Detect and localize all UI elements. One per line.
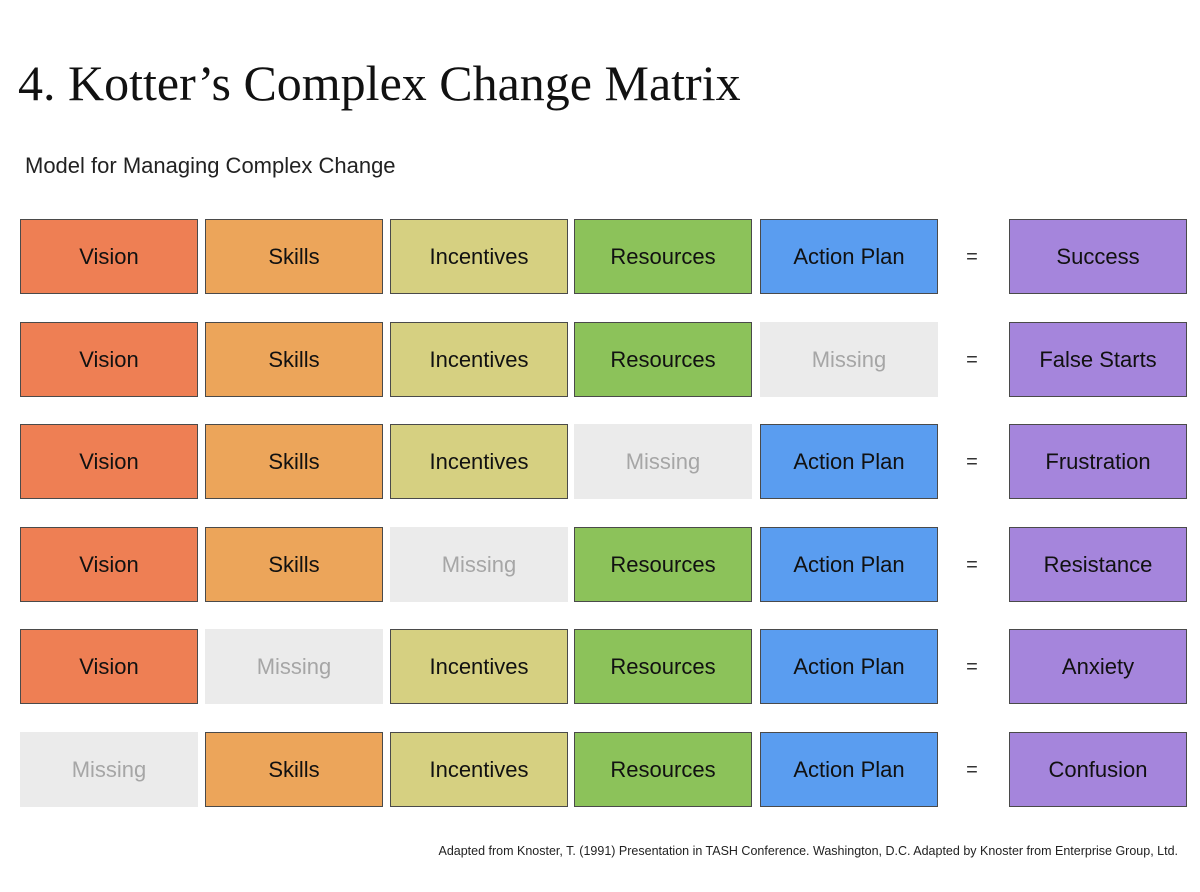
equals-sign: =	[966, 655, 978, 678]
equals-sign: =	[966, 553, 978, 576]
equals-sign: =	[966, 245, 978, 268]
action-plan-cell: Action Plan	[760, 629, 938, 704]
outcome-cell: Success	[1009, 219, 1187, 294]
incentives-cell: Incentives	[390, 219, 568, 294]
skills-cell: Skills	[205, 424, 383, 499]
action-plan-cell: Action Plan	[760, 219, 938, 294]
incentives-cell: Incentives	[390, 629, 568, 704]
missing-skills-cell: Missing	[205, 629, 383, 704]
missing-incentives-cell: Missing	[390, 527, 568, 602]
action-plan-cell: Action Plan	[760, 527, 938, 602]
missing-action-plan-cell: Missing	[760, 322, 938, 397]
skills-cell: Skills	[205, 219, 383, 294]
missing-resources-cell: Missing	[574, 424, 752, 499]
resources-cell: Resources	[574, 322, 752, 397]
equals-sign: =	[966, 348, 978, 371]
action-plan-cell: Action Plan	[760, 732, 938, 807]
vision-cell: Vision	[20, 629, 198, 704]
resources-cell: Resources	[574, 219, 752, 294]
incentives-cell: Incentives	[390, 322, 568, 397]
outcome-cell: Confusion	[1009, 732, 1187, 807]
source-footnote: Adapted from Knoster, T. (1991) Presenta…	[438, 844, 1178, 858]
page-subtitle: Model for Managing Complex Change	[25, 153, 396, 178]
outcome-cell: Anxiety	[1009, 629, 1187, 704]
resources-cell: Resources	[574, 629, 752, 704]
outcome-cell: Frustration	[1009, 424, 1187, 499]
vision-cell: Vision	[20, 322, 198, 397]
action-plan-cell: Action Plan	[760, 424, 938, 499]
vision-cell: Vision	[20, 527, 198, 602]
incentives-cell: Incentives	[390, 424, 568, 499]
skills-cell: Skills	[205, 732, 383, 807]
skills-cell: Skills	[205, 527, 383, 602]
vision-cell: Vision	[20, 219, 198, 294]
incentives-cell: Incentives	[390, 732, 568, 807]
resources-cell: Resources	[574, 527, 752, 602]
equals-sign: =	[966, 758, 978, 781]
equals-sign: =	[966, 450, 978, 473]
outcome-cell: Resistance	[1009, 527, 1187, 602]
vision-cell: Vision	[20, 424, 198, 499]
missing-vision-cell: Missing	[20, 732, 198, 807]
outcome-cell: False Starts	[1009, 322, 1187, 397]
skills-cell: Skills	[205, 322, 383, 397]
page-title: 4. Kotter’s Complex Change Matrix	[18, 55, 741, 111]
resources-cell: Resources	[574, 732, 752, 807]
